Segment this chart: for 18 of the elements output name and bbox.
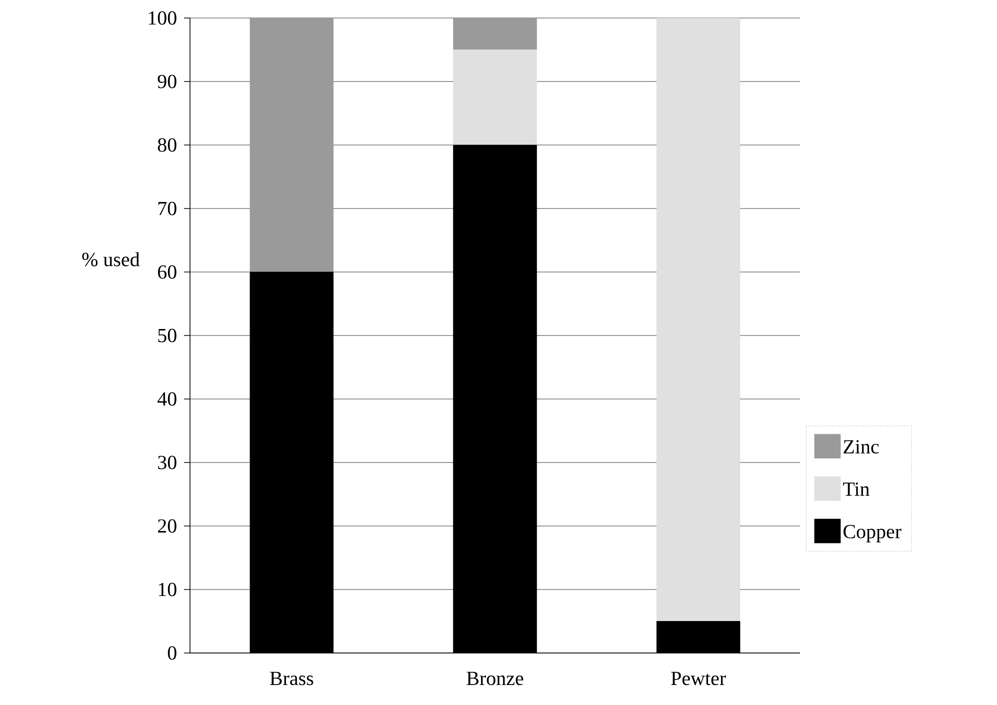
y-axis-title: % used [82, 252, 140, 266]
y-tick-label: 90 [158, 74, 176, 88]
y-tick-label: 40 [158, 392, 176, 406]
legend-label: Tin [843, 482, 870, 496]
y-tick-label: 80 [158, 138, 176, 152]
y-tick-label: 50 [158, 328, 176, 342]
legend-label: Zinc [844, 440, 879, 454]
y-tick-label: 30 [158, 456, 176, 470]
y-tick-label: 0 [168, 646, 176, 660]
y-tick-label: 100 [148, 11, 176, 25]
x-tick-label: Bronze [466, 672, 524, 686]
y-tick-label: 20 [158, 519, 176, 533]
y-tick-label: 60 [158, 265, 176, 279]
x-tick-label: Pewter [671, 672, 726, 686]
legend-label: Copper [844, 524, 902, 542]
y-tick-label: 70 [158, 202, 176, 216]
y-tick-label: 10 [158, 582, 176, 596]
x-tick-label: Brass [270, 672, 314, 686]
